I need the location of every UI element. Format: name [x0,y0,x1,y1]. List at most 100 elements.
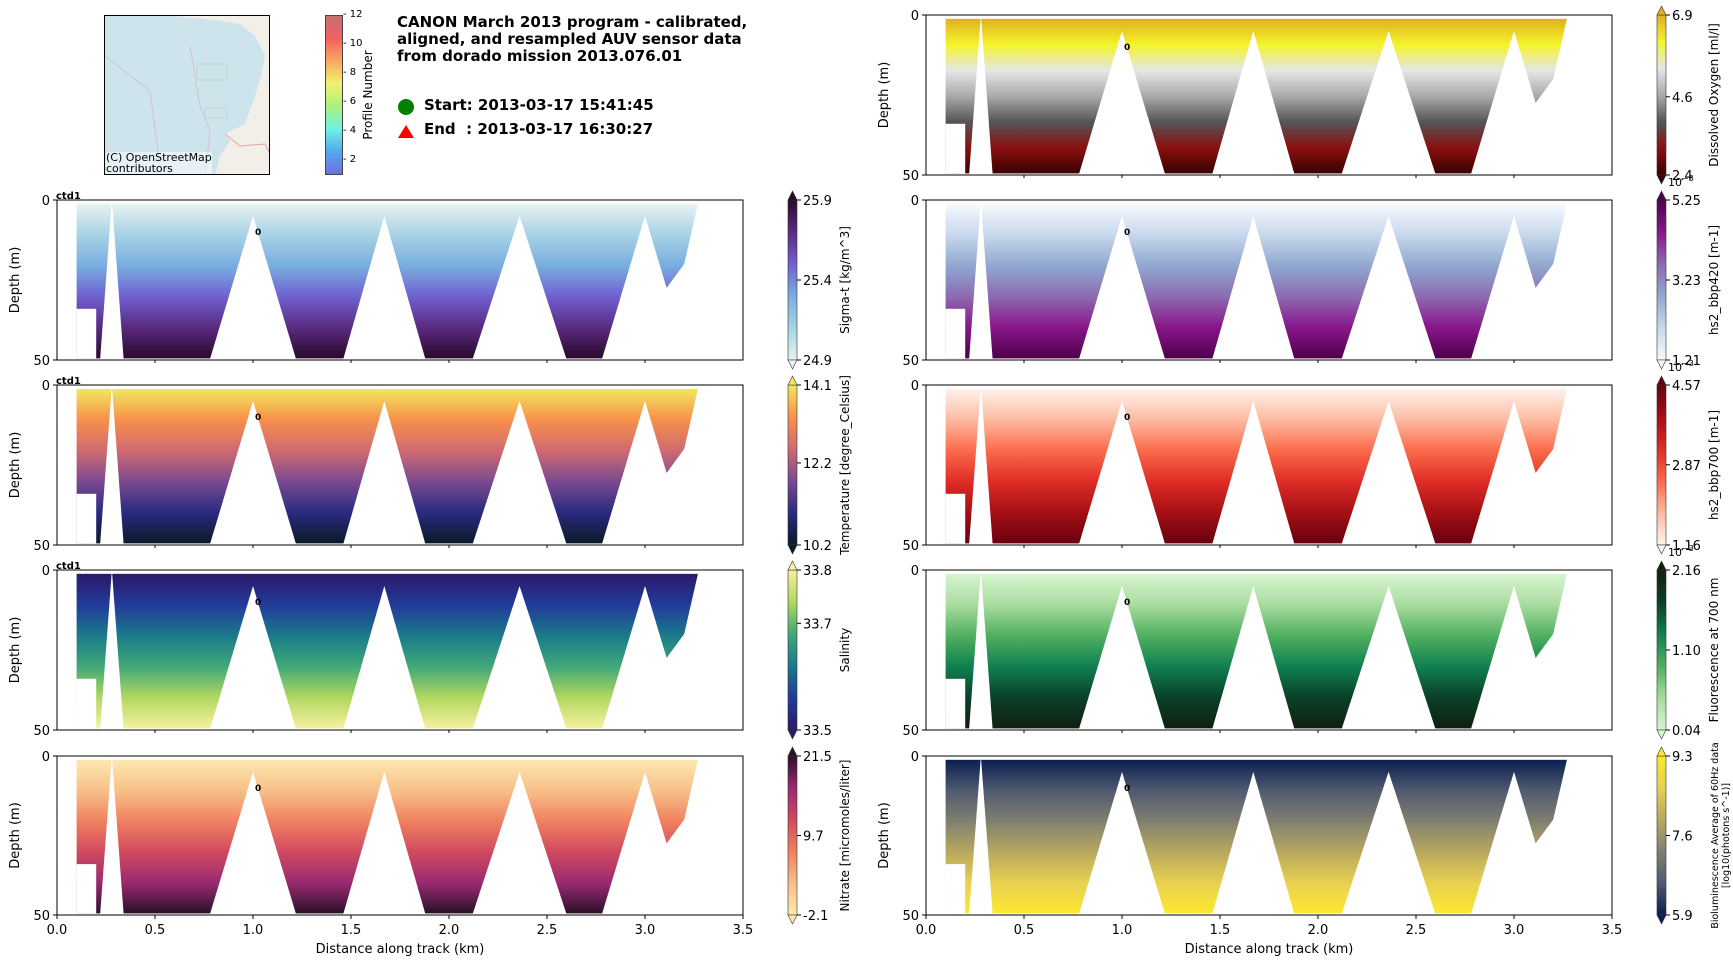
y-axis-label: Depth (m) [877,802,892,869]
surfacing-gap [1078,771,1166,915]
x-tick-label: 2.0 [439,923,460,938]
surfacing-gap [472,586,567,730]
surfacing-gap [1078,586,1166,730]
colorbar-gradient [787,569,798,731]
colorbar-gradient [1656,199,1667,361]
section-plot-temperature: 0 0 50 Depth (m) ctd1 [8,376,744,554]
no-data-region [945,493,966,544]
colorbar-bioluminescence: 9.3 7.6 5.9 Bioluminescence Average of 60Hz… [1656,742,1732,929]
sanctuary-box [204,107,228,119]
colorbar-extend-min [1656,174,1667,185]
colorbar-tick-label: 3.23 [1672,274,1701,289]
x-tick-label: 1.5 [341,923,362,938]
colorbar-extend-max [1656,375,1667,386]
profile-colorbar-tick-label: - 12 [343,9,363,20]
y-tick-label: 0 [911,9,919,24]
y-tick-label: 50 [902,724,919,739]
surfacing-gap [1078,216,1166,360]
no-data-region [945,678,966,729]
colorbar-label: Bioluminescence Average of 60Hz data [1710,742,1721,928]
surfacing-gap [1078,401,1166,545]
surfacing-gap [209,586,297,730]
no-data-region [660,573,743,730]
surfacing-gap [1212,586,1295,730]
x-tick-label: 0.5 [145,923,166,938]
end-time-label: End : 2013-03-17 16:30:27 [424,120,654,138]
x-tick-label: 1.0 [243,923,264,938]
x-tick-label: 1.5 [1210,923,1231,938]
colorbar-extend-max [1656,746,1667,757]
x-tick-label: 1.0 [1112,923,1133,938]
colorbar-tick-label: 2.87 [1672,459,1701,474]
road-line [224,133,269,154]
y-axis-label: Depth (m) [8,247,23,314]
x-tick-label: 3.5 [1602,923,1623,938]
x-tick-label: 0.5 [1014,923,1035,938]
colorbar-gradient [787,384,798,546]
colorbar-nitrate: 21.5 9.7 -2.1 Nitrate [micromoles/liter] [787,746,852,925]
colorbar-tick-label: 2.4 [1672,169,1693,184]
colorbar-tick-label: 25.9 [803,194,832,209]
no-data-region [660,388,743,545]
axes-frame [56,755,744,916]
surfacing-gap [1341,31,1436,175]
surfacing-gap [472,216,567,360]
surfacing-gap [969,756,993,915]
colorbar-tick-label: 5.25 [1672,194,1701,209]
section-plot-dissolved_oxygen: 0 0 50 Depth (m) [877,9,1613,184]
no-data-region [1529,759,1612,915]
profile-colorbar-tick-label: - 6 [343,96,357,108]
profile-number-colorbar [325,15,343,175]
profile-number-label: 0 [1124,598,1130,608]
surfacing-gap [1341,216,1436,360]
surfacing-gap [343,401,426,545]
profile-number-label: 0 [255,598,261,608]
y-tick-label: 0 [42,564,50,579]
no-data-region [1529,203,1612,360]
y-tick-label: 50 [33,354,50,369]
no-data-region [945,864,966,914]
y-tick-label: 0 [42,379,50,394]
axes-frame [56,384,744,546]
colorbar-label: Nitrate [micromoles/liter] [838,760,852,912]
coastline-land [175,16,269,174]
profile-colorbar-tick-label: - 8 [343,67,357,79]
axes-frame [925,755,1613,916]
colorbar-tick-label: 2.16 [1672,564,1701,579]
colorbar-tick-label: 0.04 [1672,724,1701,739]
axes-frame [925,14,1613,176]
y-axis-label: Depth (m) [8,802,23,869]
x-tick-label: 2.5 [1406,923,1427,938]
boundary-line [105,55,161,167]
y-tick-label: 50 [902,539,919,554]
surfacing-gap [100,756,124,915]
colorbar-label: Temperature [degree_Celsius] [838,375,852,556]
colorbar-tick-label: 1.10 [1672,644,1701,659]
section-plot-bbp700: 0 0 50 [902,379,1613,554]
section-plot-sigma_t: 0 0 50 Depth (m) ctd1 [8,191,744,369]
colorbar-extend-min [1656,914,1667,925]
colorbar-gradient [787,199,798,361]
profile-colorbar-tick-label: - 10 [343,38,363,50]
colorbar-extend-min [787,914,798,925]
colorbar-extend-min [1656,359,1667,370]
x-tick-label: 2.0 [1308,923,1329,938]
start-time-label: Start: 2013-03-17 15:41:45 [424,96,654,114]
surfacing-gap [100,385,124,545]
x-tick-label: 2.5 [537,923,558,938]
y-tick-label: 50 [33,724,50,739]
ctd-label: ctd1 [56,561,81,572]
colorbar-gradient [1656,384,1667,546]
profile-number-label: 0 [255,413,261,423]
axes-frame [56,199,744,361]
colorbar-label: Salinity [838,628,852,672]
y-tick-label: 50 [33,539,50,554]
map-attribution: (C) OpenStreetMap contributors [106,151,212,175]
surfacing-gap [1341,401,1436,545]
profile-number-label: 0 [1124,228,1130,238]
y-axis-label: Depth (m) [877,62,892,129]
colorbar-gradient [1656,755,1667,916]
profile-number-label: 0 [1124,413,1130,423]
